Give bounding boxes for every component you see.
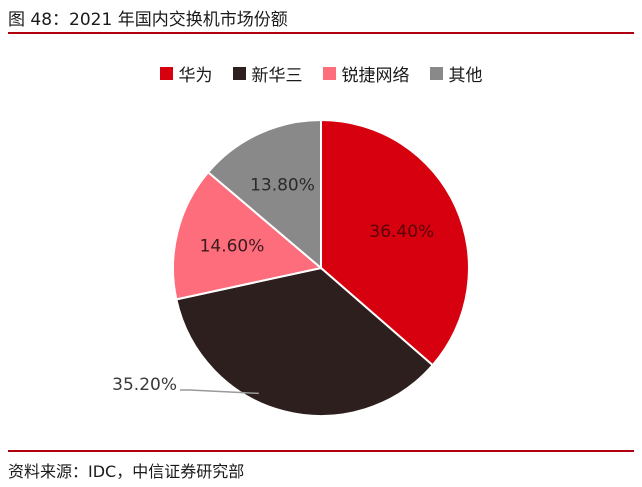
legend-item-h3c: 新华三	[232, 61, 303, 86]
source-note: 资料来源：IDC，中信证券研究部	[8, 462, 245, 481]
legend-swatch-others	[429, 67, 443, 80]
pie-slice-others	[206, 118, 322, 271]
slice-label-others: 13.80%	[250, 176, 315, 196]
legend-label-h3c: 新华三	[251, 66, 303, 86]
pie-labels: 36.40% 35.20% 14.60% 13.80%	[112, 176, 434, 395]
pie-slice-huawei	[320, 118, 470, 367]
leader-line-h3c	[180, 389, 259, 395]
legend-label-others: 其他	[448, 66, 483, 86]
chart-legend: 华为 新华三 锐捷网络 其他	[0, 61, 642, 86]
slice-label-huawei: 36.40%	[369, 222, 434, 242]
slice-label-ruijie: 14.60%	[200, 237, 265, 257]
legend-swatch-ruijie	[322, 67, 336, 80]
bottom-divider	[8, 450, 634, 452]
legend-item-ruijie: 锐捷网络	[322, 61, 410, 86]
pie-slices	[172, 118, 470, 417]
legend-item-huawei: 华为	[159, 61, 213, 86]
figure-title: 图 48：2021 年国内交换机市场份额	[8, 10, 288, 30]
legend-label-huawei: 华为	[178, 66, 213, 86]
legend-swatch-huawei	[159, 67, 173, 80]
legend-label-ruijie: 锐捷网络	[341, 66, 410, 86]
legend-swatch-h3c	[232, 67, 246, 80]
slice-label-h3c: 35.20%	[112, 375, 177, 395]
pie-slice-ruijie	[172, 170, 324, 301]
legend-item-others: 其他	[429, 61, 483, 86]
pie-slice-h3c	[175, 266, 435, 417]
top-divider	[8, 32, 634, 34]
